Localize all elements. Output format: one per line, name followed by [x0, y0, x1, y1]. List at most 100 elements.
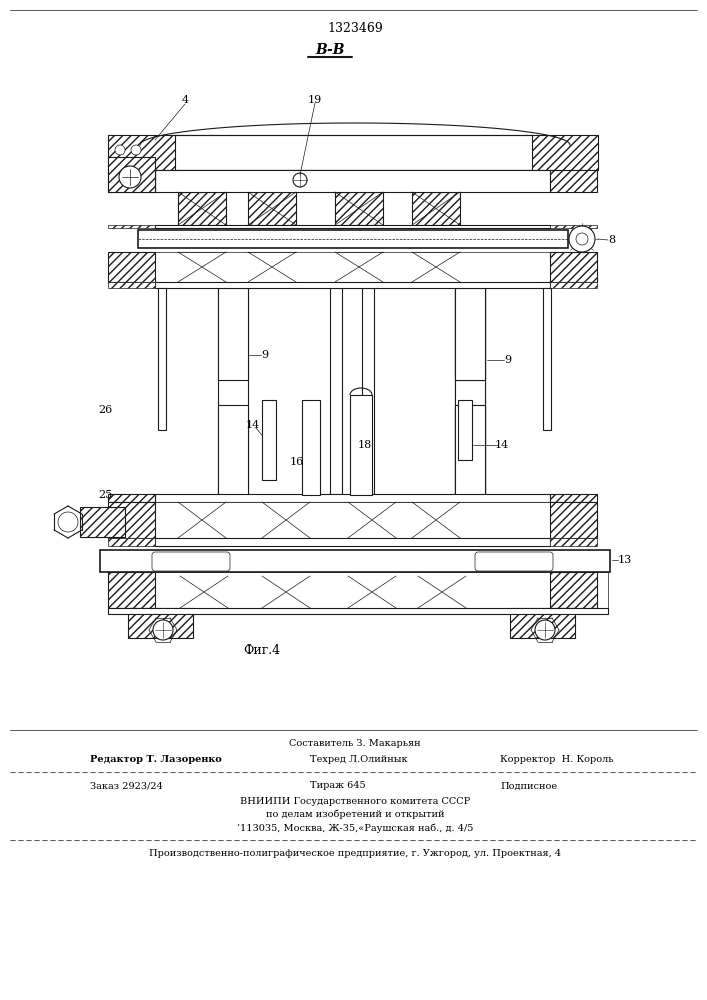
Bar: [262, 400, 276, 480]
Circle shape: [131, 145, 141, 155]
Text: 19: 19: [308, 95, 322, 105]
Bar: [550, 225, 597, 228]
Text: 13: 13: [618, 555, 632, 565]
Bar: [248, 192, 296, 225]
Bar: [550, 538, 597, 546]
Text: 14: 14: [246, 420, 260, 430]
Bar: [418, 576, 466, 608]
Bar: [108, 494, 155, 502]
Text: ’113035, Москва, Ж-35,«Раушская наб., д. 4/5: ’113035, Москва, Ж-35,«Раушская наб., д.…: [237, 823, 473, 833]
Bar: [412, 192, 460, 225]
Text: Корректор  Н. Король: Корректор Н. Король: [500, 754, 614, 764]
Bar: [108, 608, 608, 614]
Bar: [362, 288, 374, 495]
Bar: [550, 282, 597, 288]
FancyBboxPatch shape: [152, 552, 230, 571]
Text: 26: 26: [98, 405, 112, 415]
Bar: [155, 538, 550, 546]
Bar: [155, 282, 550, 288]
Bar: [108, 502, 155, 538]
Bar: [155, 225, 550, 228]
Bar: [455, 288, 485, 380]
Bar: [262, 576, 310, 608]
Bar: [155, 502, 550, 538]
Bar: [100, 550, 610, 572]
Text: по делам изобретений и открытий: по делам изобретений и открытий: [266, 809, 444, 819]
Bar: [108, 572, 608, 608]
Text: Подписное: Подписное: [500, 782, 557, 790]
Bar: [218, 405, 248, 495]
Text: Составитель З. Макарьян: Составитель З. Макарьян: [289, 740, 421, 748]
Bar: [178, 252, 226, 282]
Bar: [455, 288, 485, 380]
Text: Фиг.4: Фиг.4: [243, 644, 281, 656]
Bar: [330, 288, 342, 495]
Bar: [80, 507, 125, 537]
Bar: [550, 252, 597, 282]
Bar: [455, 288, 485, 495]
Bar: [550, 170, 597, 192]
Bar: [458, 400, 472, 460]
Circle shape: [58, 512, 78, 532]
Bar: [550, 502, 597, 538]
Text: 25: 25: [98, 490, 112, 500]
Bar: [155, 494, 550, 502]
Bar: [178, 502, 226, 538]
Bar: [335, 192, 383, 225]
Bar: [158, 288, 166, 430]
Bar: [248, 252, 296, 282]
Bar: [178, 192, 226, 225]
Bar: [108, 572, 155, 608]
Text: 14: 14: [495, 440, 509, 450]
Text: 8: 8: [609, 235, 616, 245]
Text: Редактор Т. Лазоренко: Редактор Т. Лазоренко: [90, 754, 222, 764]
Text: Заказ 2923/24: Заказ 2923/24: [90, 782, 163, 790]
Text: ВНИИПИ Государственного комитета СССР: ВНИИПИ Государственного комитета СССР: [240, 796, 470, 806]
Bar: [155, 252, 550, 282]
Bar: [138, 230, 568, 248]
Bar: [455, 405, 485, 495]
Text: 18: 18: [358, 440, 372, 450]
Bar: [510, 608, 575, 638]
Circle shape: [535, 620, 555, 640]
Bar: [550, 494, 597, 502]
Bar: [218, 288, 248, 380]
Bar: [350, 395, 372, 495]
Text: 9: 9: [262, 350, 269, 360]
FancyBboxPatch shape: [475, 552, 553, 571]
Bar: [302, 400, 320, 495]
Bar: [108, 538, 155, 546]
Bar: [218, 288, 248, 495]
Bar: [348, 502, 396, 538]
Bar: [335, 252, 383, 282]
Bar: [108, 135, 176, 170]
Text: Техред Л.Олийнык: Техред Л.Олийнык: [310, 754, 408, 764]
Bar: [412, 502, 460, 538]
Bar: [348, 576, 396, 608]
Text: 1323469: 1323469: [327, 21, 383, 34]
Bar: [108, 282, 155, 288]
Circle shape: [115, 145, 125, 155]
Bar: [108, 157, 155, 192]
Text: 4: 4: [182, 95, 189, 105]
Bar: [108, 170, 155, 192]
Text: Производственно-полиграфическое предприятие, г. Ужгород, ул. Проектная, 4: Производственно-полиграфическое предприя…: [149, 850, 561, 858]
Bar: [108, 225, 155, 228]
Bar: [108, 252, 155, 282]
Bar: [455, 288, 485, 495]
Bar: [155, 170, 550, 192]
Bar: [180, 576, 228, 608]
Bar: [412, 252, 460, 282]
Text: 16: 16: [290, 457, 304, 467]
Bar: [128, 608, 193, 638]
Bar: [455, 405, 485, 495]
Bar: [262, 502, 310, 538]
Text: B-B: B-B: [315, 43, 345, 57]
Bar: [530, 135, 598, 170]
Bar: [543, 288, 551, 430]
Text: 9: 9: [504, 355, 512, 365]
Circle shape: [569, 226, 595, 252]
Circle shape: [119, 166, 141, 188]
Bar: [175, 135, 532, 170]
Text: Тираж 645: Тираж 645: [310, 782, 366, 790]
